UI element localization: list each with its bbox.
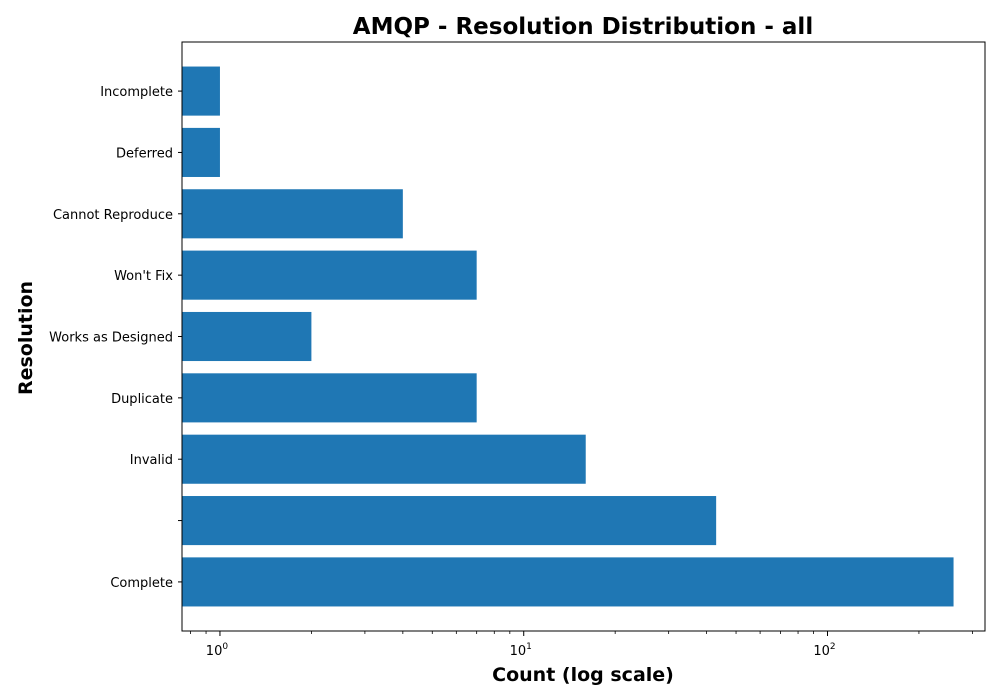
bar — [182, 557, 954, 607]
y-tick-label: Incomplete — [100, 85, 173, 100]
x-ticks-group: 100 101 102 — [190, 631, 973, 659]
y-tick-label: Duplicate — [111, 392, 173, 407]
x-tick-label: 101 — [510, 642, 532, 659]
bar — [182, 373, 477, 423]
y-tick-label: Complete — [110, 576, 173, 591]
bar — [182, 250, 477, 300]
y-tick-label: Invalid — [130, 453, 173, 468]
y-tick-label: Works as Designed — [49, 331, 173, 346]
bar — [182, 189, 403, 239]
y-axis-label: Resolution — [15, 281, 37, 395]
x-tick-label: 100 — [206, 642, 229, 659]
bar — [182, 66, 220, 116]
bar — [182, 496, 717, 546]
plot-frame — [181, 41, 986, 632]
y-tick-label: Won't Fix — [114, 269, 173, 284]
bar — [182, 311, 312, 362]
y-tick-label: Deferred — [116, 146, 173, 161]
bar — [182, 127, 220, 177]
x-axis-label: Count (log scale) — [492, 664, 674, 686]
bar — [182, 434, 586, 484]
x-tick-label: 102 — [813, 642, 835, 659]
y-ticks-group: Complete Invalid Duplicate Works as Designe… — [49, 85, 182, 591]
chart-title: AMQP - Resolution Distribution - all — [353, 14, 813, 40]
bars-group — [182, 66, 954, 607]
y-tick-label: Cannot Reproduce — [53, 208, 173, 223]
